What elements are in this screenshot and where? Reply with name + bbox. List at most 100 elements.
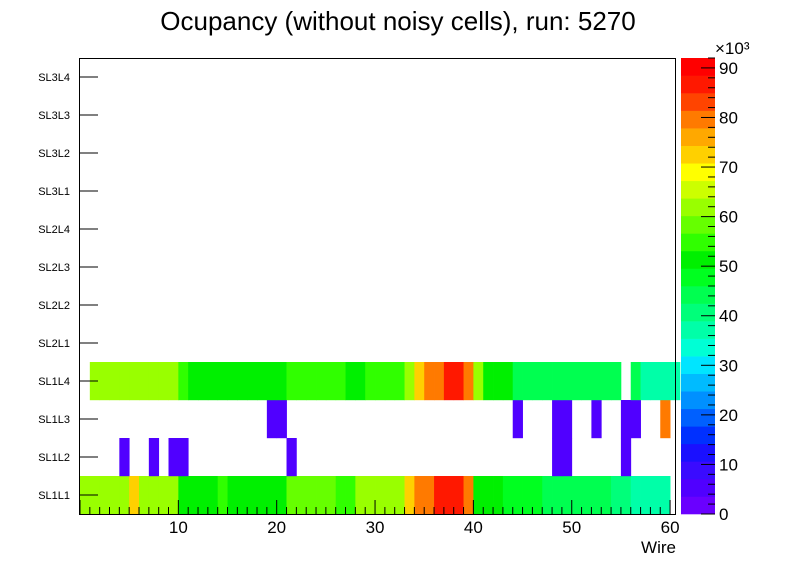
heatmap-cell xyxy=(414,476,425,515)
y-tick-label: SL1L1 xyxy=(38,490,70,502)
heatmap-cell xyxy=(178,362,189,401)
heatmap-cell xyxy=(404,476,415,515)
heatmap-cell xyxy=(207,362,219,401)
heatmap-cell xyxy=(306,476,317,515)
heatmap-cell xyxy=(473,476,484,515)
x-tick-label: 30 xyxy=(366,518,385,537)
y-axis: SL1L1 SL1L2 SL1L3 SL1L4 SL2L1 SL2L2 SL2L3 SL2L4… xyxy=(38,72,98,502)
heatmap-cell xyxy=(316,476,327,515)
heatmap-cell xyxy=(286,362,297,401)
heatmap-cell xyxy=(286,476,297,515)
color-scale-segment xyxy=(681,321,715,339)
heatmap-cell xyxy=(119,476,130,515)
color-scale-tick-label: 0 xyxy=(719,505,728,524)
heatmap-cell xyxy=(325,476,337,515)
color-scale-segment xyxy=(681,303,715,322)
color-scale-segment xyxy=(681,75,715,94)
x-tick-label: 60 xyxy=(661,518,680,537)
heatmap-cell xyxy=(207,476,219,515)
heatmap-cell xyxy=(217,362,228,401)
heatmap-cell xyxy=(424,476,435,515)
color-scale-segment xyxy=(681,268,715,287)
heatmap-cell xyxy=(129,476,140,515)
heatmap-cell xyxy=(266,362,278,401)
x-tick-label: 20 xyxy=(267,518,286,537)
heatmap-cell xyxy=(227,362,238,401)
heatmap-cell xyxy=(581,362,592,401)
heatmap-cell xyxy=(463,362,474,401)
heatmap-cell xyxy=(650,476,661,515)
y-tick-label: SL2L1 xyxy=(38,338,70,350)
color-scale-tick-label: 10 xyxy=(719,455,738,474)
heatmap-cell xyxy=(640,476,651,515)
heatmap-cell xyxy=(158,362,169,401)
heatmap-cell xyxy=(552,362,563,401)
heatmap-cell xyxy=(276,476,287,515)
heatmap-cell xyxy=(542,476,553,515)
heatmap-cell xyxy=(512,362,523,401)
heatmap-cell xyxy=(355,476,366,515)
color-scale-segment xyxy=(681,338,715,357)
heatmap-cell xyxy=(375,362,386,401)
heatmap-cell xyxy=(266,400,278,439)
heatmap-cell xyxy=(660,476,671,515)
heatmap-cell xyxy=(542,362,553,401)
heatmap-cell xyxy=(217,476,228,515)
heatmap-cell xyxy=(414,362,425,401)
heatmap-cell xyxy=(453,476,464,515)
heatmap-cell xyxy=(552,438,563,477)
heatmap-cell xyxy=(561,438,573,477)
heatmap-cell xyxy=(502,362,514,401)
heatmap-cell xyxy=(630,362,641,401)
heatmap-cell xyxy=(660,400,671,439)
color-scale-segment xyxy=(681,250,715,269)
color-scale-segment xyxy=(681,391,715,410)
heatmap-cell xyxy=(571,362,582,401)
heatmap-cell xyxy=(198,362,209,401)
color-scale-segment xyxy=(681,233,715,252)
heatmap-cell xyxy=(257,476,268,515)
heatmap-cell xyxy=(384,476,396,515)
heatmap-cells xyxy=(80,362,681,515)
heatmap-cell xyxy=(483,362,494,401)
color-scale-segment xyxy=(681,461,715,480)
y-tick-label: SL3L2 xyxy=(38,148,70,160)
heatmap-cell xyxy=(139,476,150,515)
heatmap-cell xyxy=(611,362,622,401)
heatmap-cell xyxy=(188,362,199,401)
heatmap-cell xyxy=(611,476,622,515)
heatmap-cell xyxy=(335,362,346,401)
heatmap-cell xyxy=(286,438,297,477)
heatmap-cell xyxy=(148,476,160,515)
color-scale-segment xyxy=(681,496,715,515)
y-tick-label: SL1L4 xyxy=(38,376,70,388)
color-scale-tick-label: 60 xyxy=(719,208,738,227)
color-scale-segment xyxy=(681,443,715,462)
color-scale-tick-label: 40 xyxy=(719,307,738,326)
heatmap-cell xyxy=(522,362,533,401)
y-tick-label: SL2L4 xyxy=(38,224,70,236)
color-scale-tick-label: 30 xyxy=(719,356,738,375)
heatmap-cell xyxy=(168,438,179,477)
heatmap-cell xyxy=(276,400,287,439)
color-scale-exponent: ×10³ xyxy=(715,39,750,58)
heatmap-cell xyxy=(237,476,248,515)
heatmap-cell xyxy=(630,476,641,515)
color-scale-segment xyxy=(681,198,715,217)
heatmap-cell xyxy=(394,476,405,515)
color-scale-tick-label: 80 xyxy=(719,108,738,127)
color-scale-tick-label: 70 xyxy=(719,158,738,177)
heatmap-cell xyxy=(198,476,209,515)
color-scale xyxy=(681,58,715,515)
heatmap-cell xyxy=(620,400,632,439)
color-scale-segment xyxy=(681,408,715,427)
y-tick-label: SL3L3 xyxy=(38,110,70,122)
color-scale-segment xyxy=(681,180,715,199)
heatmap-cell xyxy=(561,362,573,401)
heatmap-cell xyxy=(168,476,179,515)
color-scale-segment xyxy=(681,286,715,304)
heatmap-cell xyxy=(443,476,455,515)
heatmap-cell xyxy=(148,362,160,401)
